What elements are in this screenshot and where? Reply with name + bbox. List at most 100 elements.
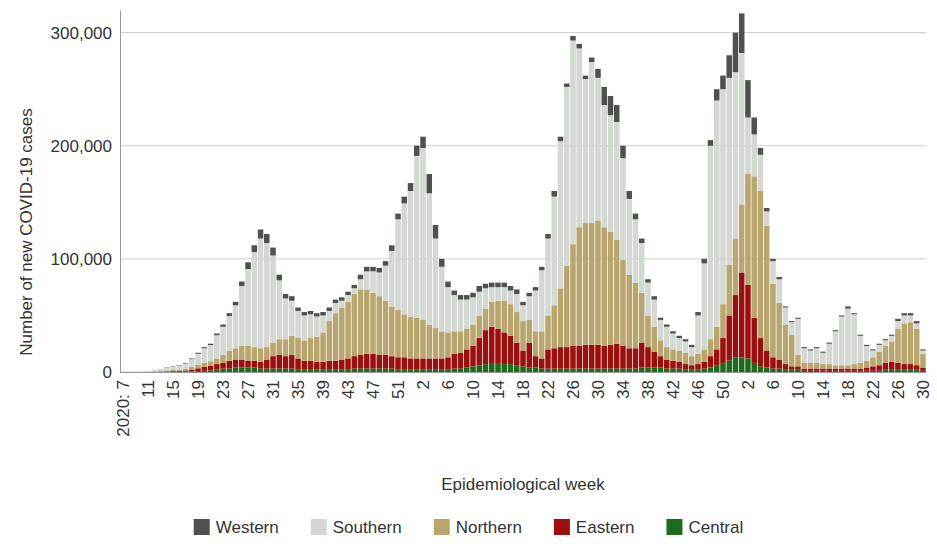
bar <box>464 329 469 349</box>
bar <box>614 369 619 372</box>
bar <box>239 367 244 372</box>
bar <box>526 367 531 372</box>
y-tick: 300,000 <box>51 24 120 43</box>
x-tick: 34 <box>614 380 633 399</box>
bar <box>708 140 713 146</box>
bar <box>333 303 338 313</box>
bar <box>327 308 332 311</box>
legend-label: Eastern <box>576 518 635 537</box>
bar <box>908 315 913 322</box>
bar <box>539 270 544 331</box>
x-tick: 46 <box>689 380 708 399</box>
bar <box>626 369 631 372</box>
bar <box>845 365 850 368</box>
bar <box>833 330 838 331</box>
bar <box>620 260 625 346</box>
bar <box>833 371 838 372</box>
x-tick: 14 <box>814 380 833 399</box>
bar <box>726 78 731 265</box>
bar <box>239 360 244 368</box>
x-tick-label: 38 <box>639 380 658 399</box>
bar <box>614 122 619 240</box>
bar <box>595 345 600 369</box>
bar <box>670 369 675 372</box>
bar <box>489 287 494 302</box>
bar <box>439 267 444 331</box>
bar <box>789 335 794 367</box>
bar <box>127 372 132 373</box>
bar <box>439 358 444 369</box>
bar <box>314 317 319 337</box>
bar <box>277 339 282 355</box>
bar <box>645 367 650 372</box>
bar <box>339 301 344 308</box>
bar <box>651 352 656 368</box>
bar <box>539 331 544 358</box>
bar <box>214 370 219 372</box>
bar <box>164 367 169 368</box>
bar <box>589 223 594 345</box>
bar <box>183 370 188 371</box>
bar <box>764 367 769 372</box>
bar <box>539 369 544 372</box>
bar <box>626 199 631 275</box>
bar <box>839 369 844 371</box>
bar <box>127 372 132 373</box>
x-tick-label: 14 <box>814 380 833 399</box>
bar <box>845 371 850 372</box>
bar <box>895 363 900 370</box>
bar <box>758 148 763 155</box>
bar <box>839 315 844 316</box>
bar <box>214 335 219 358</box>
bar <box>395 310 400 358</box>
grid <box>120 33 926 372</box>
bar <box>726 265 731 316</box>
bar <box>714 349 719 365</box>
bar <box>676 362 681 369</box>
bar <box>783 308 788 325</box>
bar <box>270 356 275 368</box>
bar <box>520 366 525 372</box>
bar <box>258 362 263 369</box>
x-tick-label: 19 <box>189 380 208 399</box>
y-tick-label: 100,000 <box>51 250 112 269</box>
x-tick-label: 6 <box>439 380 458 389</box>
bar <box>845 309 850 366</box>
bar <box>283 298 288 339</box>
bar <box>901 313 906 315</box>
bar <box>464 295 469 300</box>
bar <box>651 296 656 299</box>
bar <box>908 364 913 370</box>
bar <box>795 370 800 372</box>
x-tick-label: 46 <box>689 380 708 399</box>
bar <box>370 267 375 272</box>
bar <box>551 348 556 368</box>
bar <box>145 371 150 372</box>
x-tick-label: 6 <box>764 380 783 389</box>
bar <box>695 364 700 370</box>
x-tick: 26 <box>889 380 908 399</box>
bar <box>189 367 194 369</box>
bar <box>701 259 706 264</box>
bar <box>883 346 888 363</box>
bar <box>170 366 175 367</box>
bar <box>252 252 257 347</box>
bar <box>377 369 382 372</box>
bar <box>189 370 194 372</box>
bar <box>870 357 875 366</box>
bar <box>408 191 413 317</box>
bar <box>733 295 738 357</box>
bar <box>439 370 444 372</box>
bar <box>139 372 144 373</box>
bar <box>901 323 906 364</box>
bar <box>820 364 825 369</box>
bar <box>858 371 863 372</box>
bar <box>470 297 475 324</box>
bar <box>264 369 269 372</box>
bar <box>495 287 500 301</box>
bar <box>733 357 738 372</box>
bar <box>502 301 507 333</box>
bar <box>695 315 700 353</box>
bar <box>795 319 800 355</box>
bar <box>170 370 175 371</box>
